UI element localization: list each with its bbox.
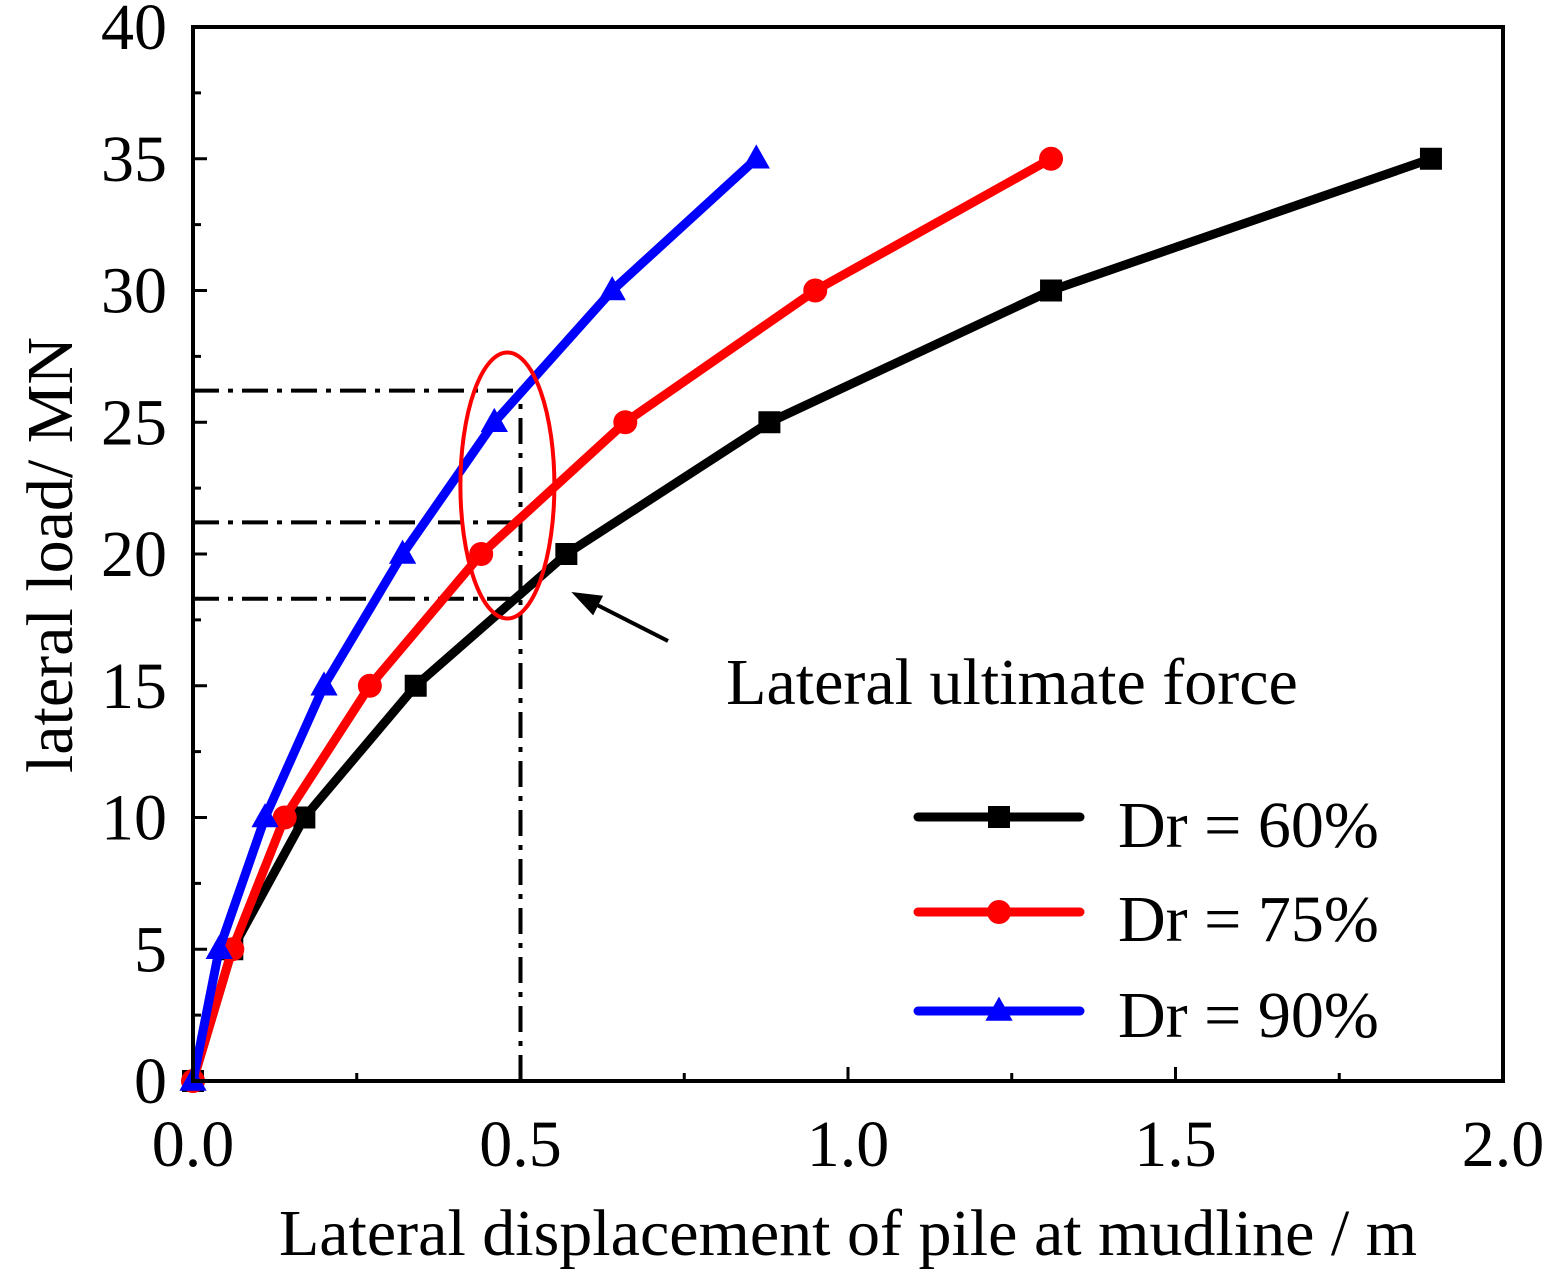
legend-marker-dr90 — [985, 996, 1013, 1021]
x-tick-label-0.0: 0.0 — [152, 1108, 235, 1181]
data-point-dr90-6 — [598, 276, 626, 301]
data-point-dr60-3 — [404, 674, 427, 697]
axes: 0.0 0.5 1.0 1.5 2.0 0 5 10 15 20 25 30 35 40 — [101, 0, 1544, 1181]
data-point-dr90-3 — [310, 671, 338, 696]
y-tick-label-25: 25 — [101, 386, 167, 459]
series-line-dr90 — [188, 154, 761, 1086]
reference-lines — [193, 388, 523, 1081]
data-point-dr90-7 — [742, 144, 770, 169]
data-point-dr60-4 — [555, 543, 578, 565]
data-point-dr90-2 — [251, 803, 279, 828]
legend: Dr = 60% Dr = 75% Dr = 90% — [913, 789, 1379, 1052]
y-tick-label-20: 20 — [101, 518, 167, 591]
y-tick-label-5: 5 — [134, 913, 167, 986]
y-tick-label-15: 15 — [101, 650, 167, 723]
data-point-dr90-4 — [388, 539, 417, 564]
y-tick-label-40: 40 — [101, 0, 167, 64]
highlight-ellipse — [458, 350, 557, 621]
legend-label-dr90: Dr = 90% — [1118, 979, 1379, 1052]
y-tick-label-0: 0 — [134, 1045, 167, 1118]
annotation-label-group: Lateral ultimate force — [726, 646, 1298, 719]
x-tick-label-1.5: 1.5 — [1134, 1108, 1217, 1181]
y-axis-title: lateral load/ MN — [14, 337, 87, 773]
x-tick-label-2.0: 2.0 — [1462, 1108, 1545, 1181]
legend-marker-dr60 — [988, 806, 1010, 828]
y-tick-label-30: 30 — [101, 255, 167, 328]
series-layer — [179, 144, 1442, 1093]
data-point-dr75-5 — [613, 410, 638, 435]
x-axis-title: Lateral displacement of pile at mudline … — [279, 1197, 1417, 1270]
data-point-dr75-2 — [272, 805, 297, 830]
legend-label-dr60: Dr = 60% — [1118, 789, 1379, 862]
data-point-dr60-5 — [758, 411, 781, 434]
y-tick-label-10: 10 — [101, 782, 167, 855]
data-point-dr60-7 — [1419, 147, 1442, 170]
annotation-layer — [458, 350, 669, 643]
data-point-dr90-5 — [480, 407, 508, 432]
series-line-dr75 — [188, 154, 1056, 1086]
legend-label-dr75: Dr = 75% — [1118, 883, 1379, 956]
data-point-dr90-1 — [205, 934, 233, 959]
annotation-arrow-head — [571, 592, 604, 616]
data-point-dr60-6 — [1040, 279, 1063, 302]
x-tick-label-0.5: 0.5 — [479, 1108, 562, 1181]
data-point-dr75-6 — [803, 278, 828, 303]
data-point-dr75-4 — [469, 542, 494, 566]
data-point-dr75-7 — [1039, 146, 1064, 171]
annotation-arrow-shaft — [586, 598, 669, 643]
data-point-dr60-2 — [293, 806, 316, 829]
data-point-dr75-3 — [357, 673, 382, 698]
legend-marker-dr75 — [987, 900, 1011, 924]
y-tick-label-35: 35 — [101, 123, 167, 196]
annotation-label: Lateral ultimate force — [726, 646, 1298, 719]
x-tick-label-1.0: 1.0 — [807, 1108, 890, 1181]
